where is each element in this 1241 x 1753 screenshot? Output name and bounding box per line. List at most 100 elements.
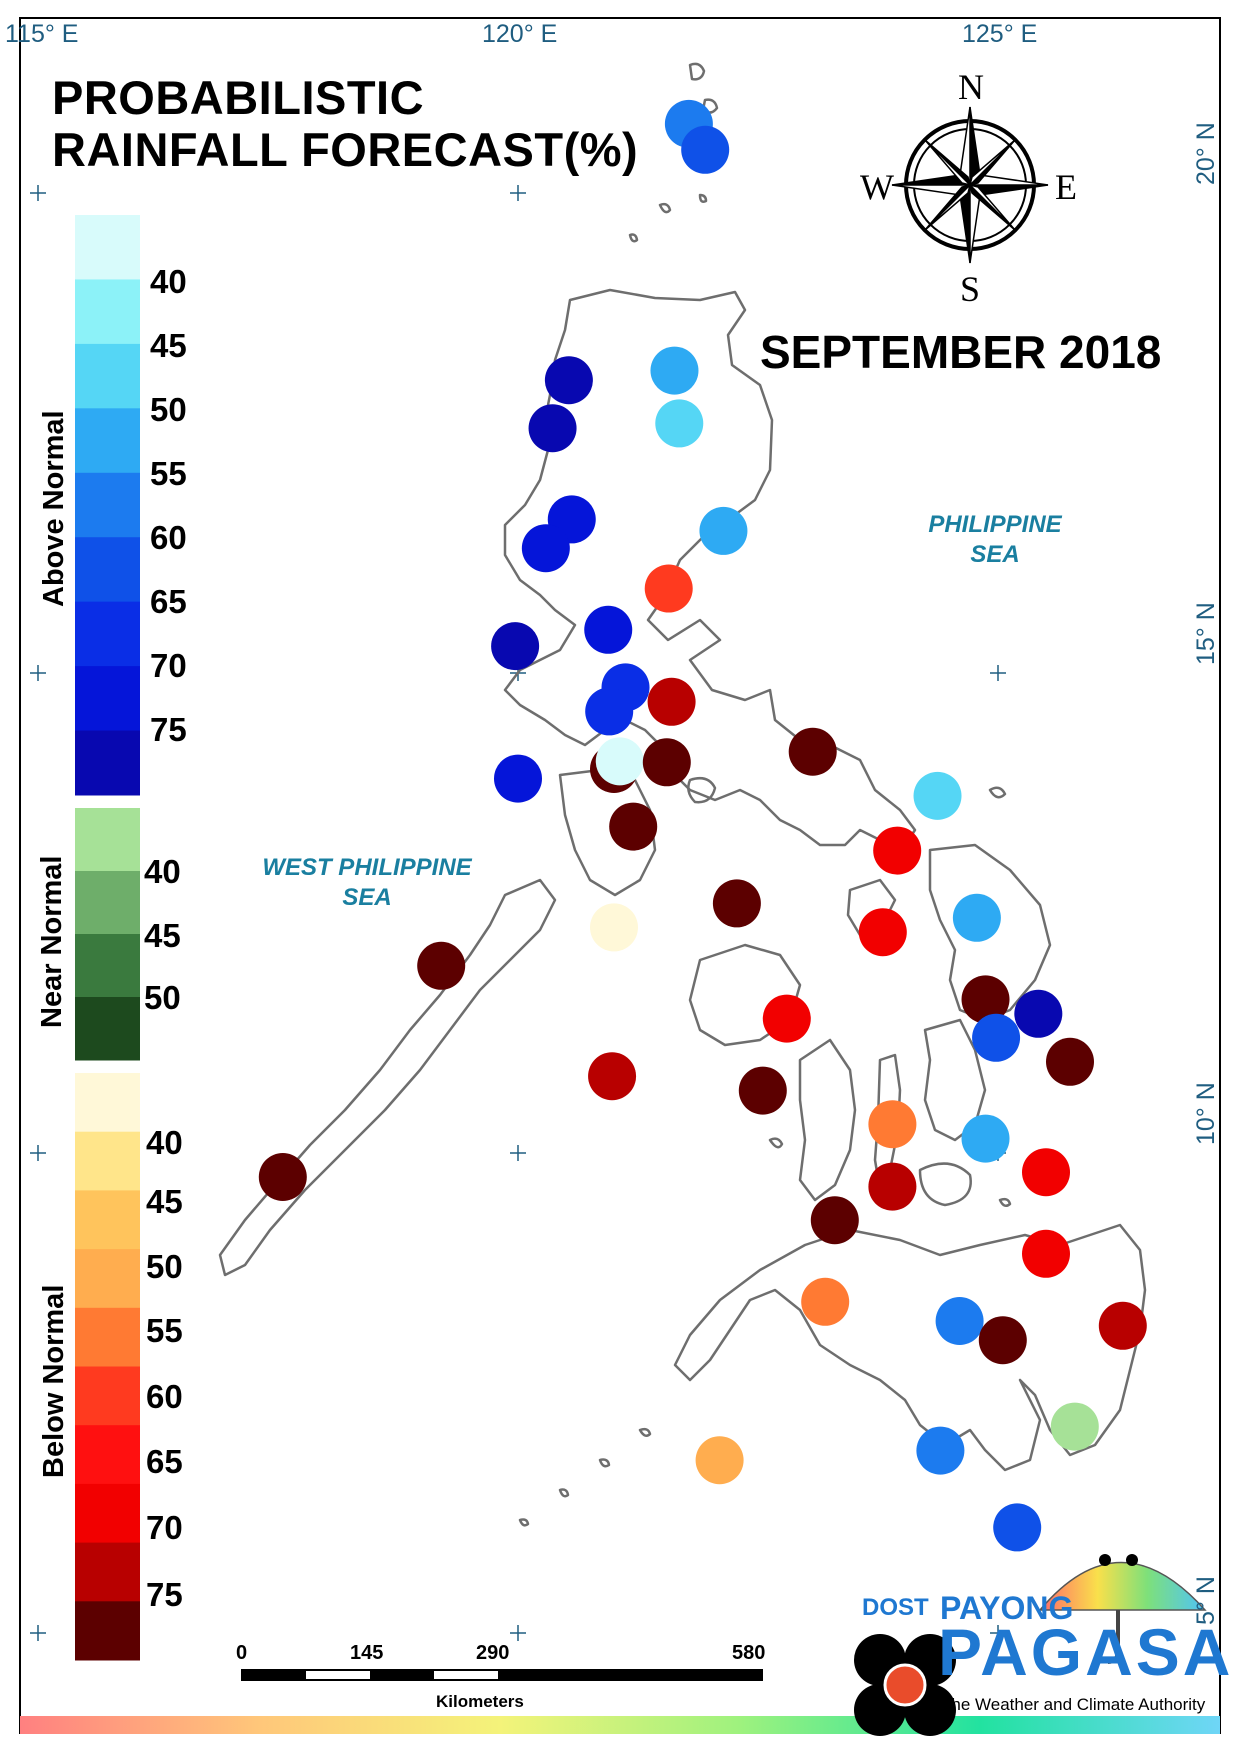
babuyan-outline xyxy=(628,193,708,243)
station-marker-below xyxy=(788,727,837,776)
scale-label-145: 145 xyxy=(350,1642,384,1664)
logo-tagline-text: The Weather and Climate Authority xyxy=(941,1695,1206,1714)
legend-above-normal-title: Above Normal xyxy=(38,410,70,607)
station-marker-above xyxy=(952,893,1001,942)
legend-swatch xyxy=(75,871,140,935)
station-marker-below xyxy=(712,879,761,928)
title-line-1: PROBABILISTIC xyxy=(52,71,425,124)
legend-swatch xyxy=(75,1366,140,1426)
legend-below-label: 60 xyxy=(146,1378,183,1415)
small-islands-outline xyxy=(608,786,1012,1208)
station-marker-below xyxy=(858,908,907,957)
lon-label-120: 120° E xyxy=(482,20,558,48)
legend-swatch xyxy=(75,1425,140,1485)
marinduque-outline xyxy=(687,777,717,804)
station-marker-above xyxy=(681,125,730,174)
logo-pagasa-text: PAGASA xyxy=(938,1615,1234,1689)
map-title: PROBABILISTIC RAINFALL FORECAST(%) xyxy=(52,72,638,176)
station-marker-above xyxy=(544,356,593,405)
legend-swatch xyxy=(75,279,140,345)
compass-s-label: S xyxy=(960,269,981,309)
station-marker-above xyxy=(913,771,962,820)
station-marker-below xyxy=(978,1316,1027,1365)
legend-below-label: 65 xyxy=(146,1443,183,1480)
forecast-month: SEPTEMBER 2018 xyxy=(760,326,1162,378)
legend-below-label: 55 xyxy=(146,1312,183,1349)
station-markers xyxy=(258,99,1147,1552)
legend-swatch xyxy=(75,1073,140,1133)
compass-w-label: W xyxy=(860,167,894,207)
sulu-outline xyxy=(518,1427,652,1527)
legend-above-normal-ramp xyxy=(75,215,140,796)
station-marker-below xyxy=(738,1066,787,1115)
legend-near-normal-title: Near Normal xyxy=(36,855,68,1028)
station-marker-below xyxy=(258,1153,307,1201)
philippine-sea-line-2: SEA xyxy=(970,541,1020,568)
station-marker-below xyxy=(417,941,466,990)
pagasa-logo-icon xyxy=(854,1554,1207,1736)
west-philippine-sea-line-1: WEST PHILIPPINE xyxy=(262,854,472,881)
station-marker-below xyxy=(647,677,696,726)
compass-n-label: N xyxy=(958,67,984,107)
legend-above-label: 60 xyxy=(150,519,187,556)
compass-rose-icon xyxy=(891,106,1049,264)
station-marker-above xyxy=(584,605,633,654)
legend-below-label: 75 xyxy=(146,1576,183,1613)
legend-above-label: 65 xyxy=(150,583,187,620)
station-marker-near xyxy=(1050,1402,1099,1451)
legend-above-label: 70 xyxy=(150,647,187,684)
station-marker-above xyxy=(935,1297,984,1345)
station-marker-above xyxy=(916,1426,965,1475)
scale-bar xyxy=(241,1669,763,1681)
legend-above-label: 75 xyxy=(150,711,187,748)
legend-below-label: 50 xyxy=(146,1248,183,1285)
legend-swatch xyxy=(75,1307,140,1367)
station-marker-above xyxy=(972,1013,1021,1062)
mindanao-outline xyxy=(673,1223,1147,1472)
legend-swatch xyxy=(75,730,140,796)
station-marker-below xyxy=(801,1277,850,1326)
legend-swatch xyxy=(75,537,140,603)
compass-e-label: E xyxy=(1055,167,1077,207)
bottom-color-strip xyxy=(20,1716,1220,1734)
lat-label-10: 10° N xyxy=(1192,1082,1220,1145)
legend-below-label: 40 xyxy=(146,1124,183,1161)
legend-swatch xyxy=(75,601,140,667)
logo-payong-text: PAYONG xyxy=(940,1590,1074,1626)
legend-swatch xyxy=(75,1483,140,1544)
lat-label-20: 20° N xyxy=(1192,122,1220,185)
bohol-outline xyxy=(918,1162,972,1207)
station-marker-below xyxy=(868,1100,917,1149)
scale-unit-label: Kilometers xyxy=(436,1692,524,1711)
legend-swatch xyxy=(75,1542,140,1602)
legend-swatch xyxy=(75,1249,140,1309)
legend-swatch xyxy=(75,1190,140,1250)
station-marker-below xyxy=(1098,1301,1147,1350)
station-marker-below xyxy=(1022,1148,1070,1197)
legend-near-label: 40 xyxy=(144,853,181,890)
legend-swatch xyxy=(75,1601,140,1661)
legend-swatch xyxy=(75,343,140,409)
land-outline xyxy=(218,62,1147,1527)
legend-above-label: 45 xyxy=(150,327,187,364)
lon-label-115: 115° E xyxy=(5,20,79,48)
logo-dost-text: DOST xyxy=(862,1594,929,1621)
negros-outline xyxy=(798,1038,857,1202)
legend-above-label: 50 xyxy=(150,391,187,428)
philippine-sea-line-1: PHILIPPINE xyxy=(928,511,1062,538)
station-marker-below xyxy=(810,1196,859,1245)
map-frame xyxy=(19,17,1221,1734)
station-marker-above xyxy=(521,524,570,573)
station-marker-above xyxy=(993,1503,1042,1552)
station-marker-below xyxy=(1022,1229,1070,1278)
station-marker-below xyxy=(873,826,922,875)
station-marker-below xyxy=(1046,1037,1094,1086)
station-marker-below xyxy=(609,802,658,851)
station-marker-below xyxy=(762,994,811,1043)
station-marker-above xyxy=(699,506,748,555)
station-marker-above xyxy=(528,404,577,453)
legend-near-normal-ramp xyxy=(75,808,140,1061)
lat-label-15: 15° N xyxy=(1192,602,1220,665)
palawan-outline xyxy=(218,878,557,1277)
